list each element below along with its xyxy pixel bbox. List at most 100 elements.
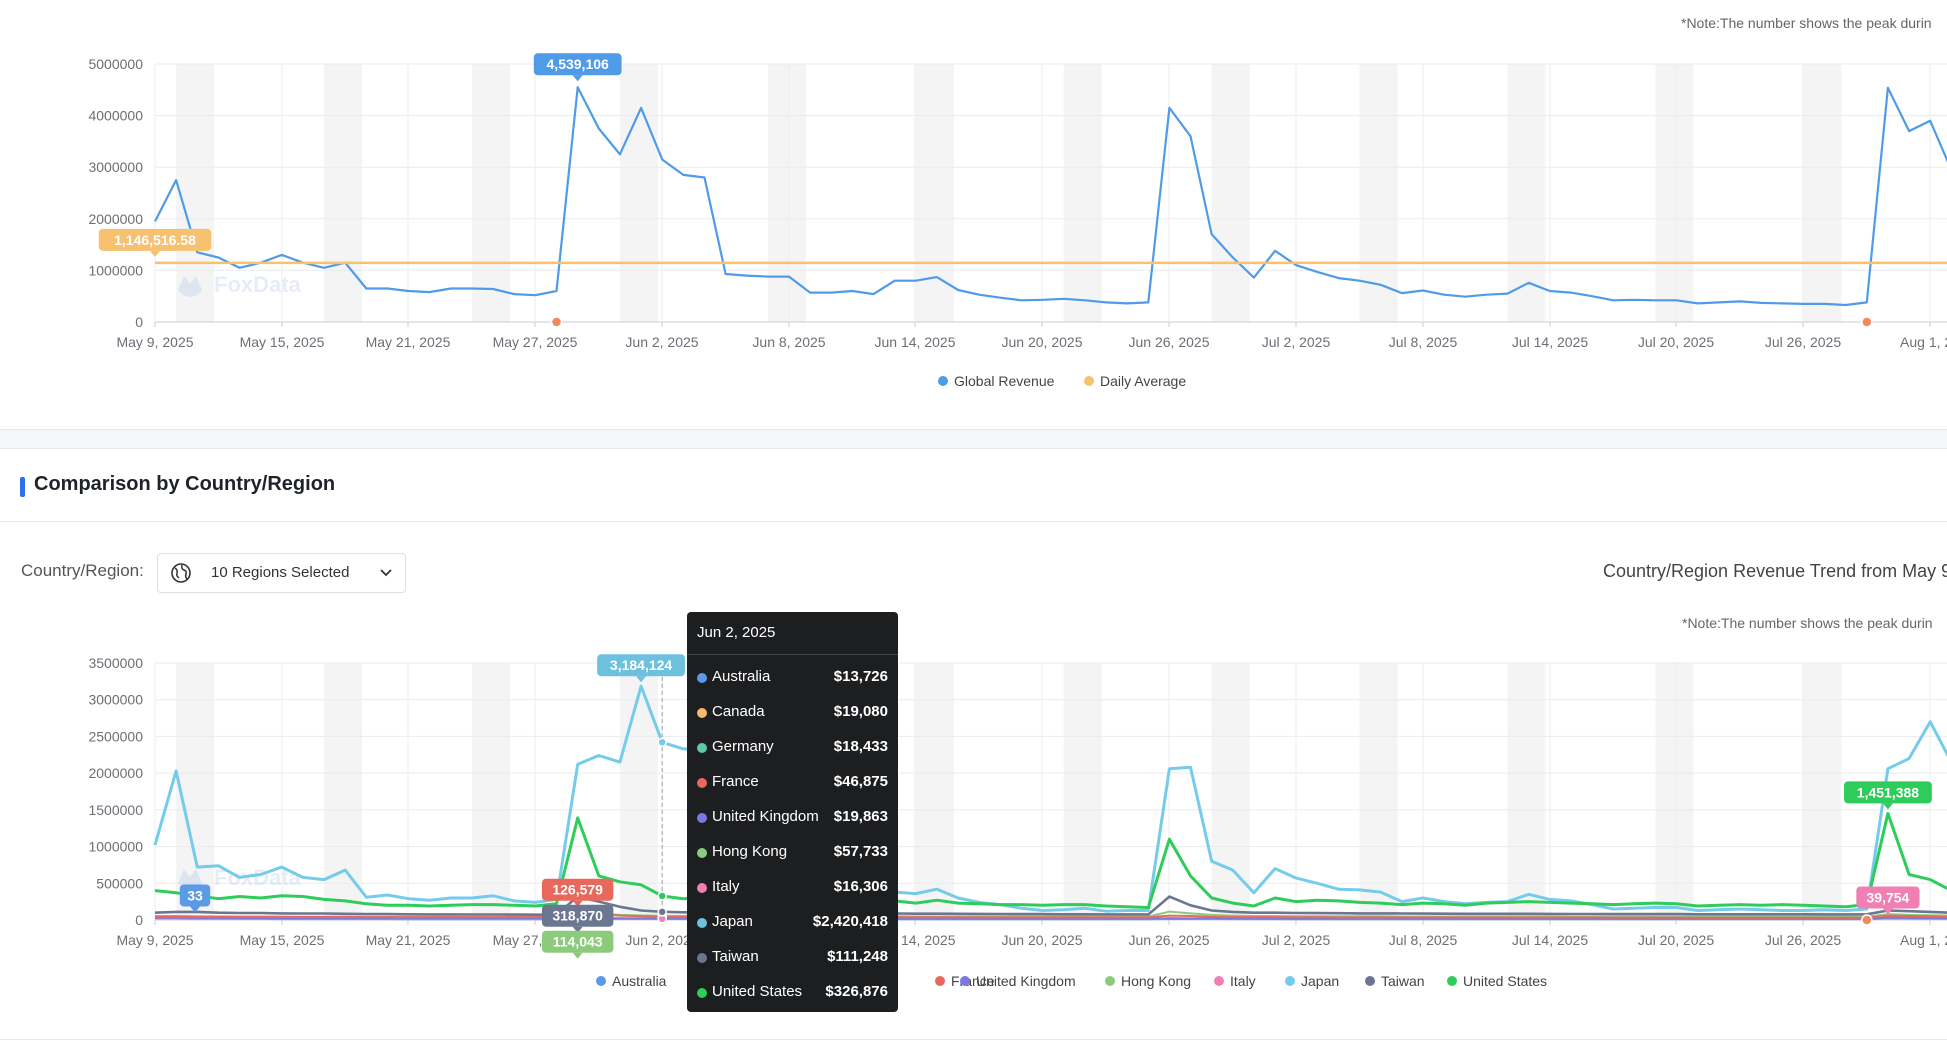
weekend-band <box>472 663 510 920</box>
x-tick-label: Jun 2, 2025 <box>625 932 698 948</box>
peak-label-box <box>541 930 614 953</box>
y-tick-label: 4000000 <box>88 108 143 124</box>
peak-note: *Note:The number shows the peak durin <box>1681 15 1932 31</box>
x-tick-label: May 21, 2025 <box>366 932 451 948</box>
weekend-band <box>1655 663 1694 920</box>
peak-label-pointer <box>150 250 160 257</box>
weekend-band <box>1359 64 1398 322</box>
weekend-band <box>176 64 215 322</box>
peak-label: 1,146,516.58 <box>98 228 212 257</box>
tooltip-row: United Kingdom $19,863 <box>697 804 888 834</box>
x-tick-label: Jun 20, 2025 <box>1002 932 1083 948</box>
series-line-united-kingdom <box>155 916 1947 920</box>
x-tick-label: Jun 26, 2025 <box>1129 932 1210 948</box>
weekend-band <box>915 663 954 920</box>
legend-label: United Kingdom <box>976 973 1076 989</box>
weekend-band <box>767 64 806 322</box>
peak-label-box <box>541 878 614 901</box>
tooltip-value: $16,306 <box>833 878 888 895</box>
y-tick-label: 0 <box>135 912 143 928</box>
region-select[interactable]: 10 Regions Selected <box>157 553 406 593</box>
country-region-label: Country/Region: <box>21 561 144 580</box>
tooltip-dot <box>697 918 707 928</box>
tooltip-row: Australia $13,726 <box>697 664 888 694</box>
tooltip-dot <box>697 988 707 998</box>
x-tick-label: Jun 20, 2025 <box>1002 334 1083 350</box>
tooltip-dot <box>697 883 707 893</box>
y-tick-label: 3500000 <box>88 655 143 671</box>
y-tick-label: 0 <box>135 314 143 330</box>
peak-label-pointer <box>1882 908 1893 915</box>
peak-label-box <box>98 228 212 251</box>
event-marker <box>1861 316 1873 328</box>
weekend-band <box>472 64 510 322</box>
y-tick-label: 3000000 <box>88 159 143 175</box>
legend-dot-italy <box>1214 976 1224 986</box>
section-header: Comparison by Country/Region <box>0 449 1947 522</box>
hover-point <box>657 907 667 917</box>
tooltip-value: $2,420,418 <box>812 913 888 930</box>
tooltip-country: United Kingdom <box>712 808 819 825</box>
peak-label-pointer <box>572 926 583 933</box>
peak-label-pointer <box>572 75 583 82</box>
tooltip-dot <box>697 673 707 683</box>
series-line-japan <box>153 684 1947 913</box>
tooltip-row: Hong Kong $57,733 <box>697 839 888 869</box>
peak-label-pointer <box>636 676 647 683</box>
tooltip-country: United States <box>712 983 803 1000</box>
x-tick-label: May 27, 2025 <box>493 334 578 350</box>
x-tick-label: Jul 26, 2025 <box>1765 334 1841 350</box>
peak-label: 126,579 <box>541 878 614 907</box>
x-tick-label: Jun 8, 2025 <box>752 334 825 350</box>
legend-label: Daily Average <box>1100 373 1186 389</box>
country-revenue-chart: 0 500000 1000000 1500000 2000000 2500000 30000… <box>88 654 1947 989</box>
tooltip-value: $19,080 <box>833 703 888 720</box>
y-tick-label: 1500000 <box>88 802 143 818</box>
tooltip-country: Australia <box>712 668 771 685</box>
weekend-band <box>1063 663 1102 920</box>
y-tick-label: 500000 <box>96 875 143 891</box>
chart-tooltip: Jun 2, 2025 Australia $13,726 Canada $19,08… <box>687 612 898 1012</box>
x-tick-label: Jul 2, 2025 <box>1262 334 1331 350</box>
tooltip-country: Canada <box>712 703 765 720</box>
series-line-united-states <box>154 811 1947 909</box>
peak-label-text: 3,184,124 <box>610 657 672 673</box>
peak-label-text: 4,539,106 <box>547 56 609 72</box>
series-line-global-revenue <box>154 86 1947 307</box>
globe-icon <box>171 563 191 583</box>
weekend-band <box>1507 663 1546 920</box>
peak-label-pointer <box>190 906 200 913</box>
region-select-value: 10 Regions Selected <box>211 564 350 581</box>
legend-label: United States <box>1463 973 1547 989</box>
x-tick-label: May 9, 2025 <box>116 932 193 948</box>
x-tick-label: Aug 1, 20 <box>1900 334 1947 350</box>
event-marker <box>1861 914 1873 926</box>
legend-dot-united-states <box>1447 976 1457 986</box>
legend-label: Italy <box>1230 973 1256 989</box>
legend-label: Japan <box>1301 973 1339 989</box>
tooltip-country: Hong Kong <box>712 843 788 860</box>
legend-dot-taiwan <box>1365 976 1375 986</box>
weekend-band <box>324 663 363 920</box>
y-tick-label: 1000000 <box>88 262 143 278</box>
section-accent-bar <box>20 477 25 497</box>
y-tick-label: 1000000 <box>88 839 143 855</box>
hover-point <box>657 737 667 748</box>
foxdata-watermark-text: FoxData <box>214 272 302 297</box>
tooltip-value: $326,876 <box>825 983 888 1000</box>
x-tick-label: Jun 26, 2025 <box>1129 334 1210 350</box>
weekend-band <box>1211 64 1250 322</box>
x-tick-label: Jul 20, 2025 <box>1638 334 1714 350</box>
peak-note-2: *Note:The number shows the peak durin <box>1682 615 1933 631</box>
x-tick-label: Jul 20, 2025 <box>1638 932 1714 948</box>
weekend-band <box>324 64 363 322</box>
tooltip-value: $111,248 <box>827 948 888 965</box>
legend-label: Australia <box>612 973 667 989</box>
tooltip-row: United States $326,876 <box>697 979 888 1009</box>
tooltip-country: Italy <box>712 878 740 895</box>
weekend-band <box>1507 64 1546 322</box>
tooltip-dot <box>697 813 707 823</box>
foxdata-watermark: FoxData <box>178 272 302 297</box>
tooltip-dot <box>697 708 707 718</box>
peak-label: 4,539,106 <box>533 53 622 82</box>
